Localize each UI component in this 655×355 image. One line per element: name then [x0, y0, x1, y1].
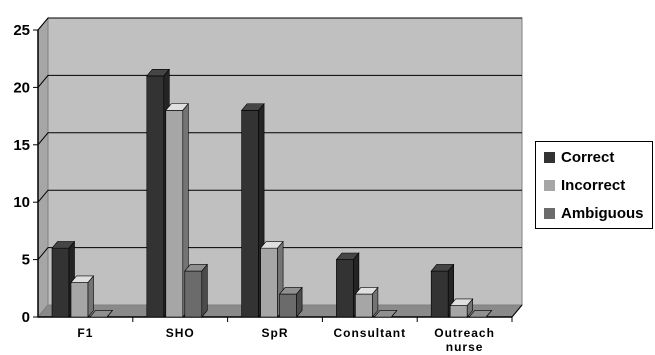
gridline: [37, 74, 522, 88]
legend-label-incorrect: Incorrect: [561, 177, 626, 194]
bar-ambiguous-outreach-nurse: [468, 310, 493, 318]
x-axis-edge: [511, 304, 523, 318]
bars: [51, 68, 493, 318]
x-tick-label: Outreach: [434, 326, 495, 340]
bar-incorrect-f1: [70, 275, 95, 318]
legend: Correct Incorrect Ambiguous: [535, 141, 653, 229]
y-tick-label: 0: [22, 309, 30, 326]
bar-incorrect-consultant: [354, 286, 379, 318]
bar-ambiguous-sho: [184, 263, 208, 318]
gridline: [37, 247, 522, 260]
bar-incorrect-outreach-nurse: [449, 298, 474, 318]
bar-correct-f1: [51, 240, 76, 318]
legend-item-ambiguous: Ambiguous: [544, 205, 644, 222]
legend-item-incorrect: Incorrect: [544, 177, 625, 194]
legend-label-ambiguous: Ambiguous: [561, 205, 644, 222]
legend-item-correct: Correct: [544, 149, 614, 166]
bar-correct-spr: [240, 102, 265, 318]
plot-back-wall: [47, 17, 523, 306]
gridline: [37, 132, 522, 146]
legend-label-correct: Correct: [561, 149, 615, 166]
y-tick-label: 10: [13, 194, 30, 211]
gridline: [37, 17, 522, 31]
legend-swatch-incorrect: [544, 180, 555, 191]
x-tick-label: SpR: [262, 326, 289, 340]
y-tick-label: 20: [13, 79, 30, 96]
legend-swatch-correct: [544, 152, 555, 163]
bar-ambiguous-f1: [89, 310, 114, 318]
x-tick-label: nurse: [446, 340, 484, 354]
x-tick-label: F1: [77, 326, 93, 340]
y-tick-labels: 0 5 10 15 20 25: [13, 22, 30, 326]
gridlines: [37, 17, 522, 260]
y-tick-label: 5: [22, 252, 30, 269]
bar-incorrect-spr: [259, 240, 284, 318]
bar-incorrect-sho: [165, 102, 189, 318]
bar-ambiguous-consultant: [373, 310, 398, 318]
gridline: [37, 189, 522, 203]
plot-side-wall: [37, 16, 49, 319]
x-tick-label: Consultant: [333, 326, 406, 340]
y-tick-label: 15: [13, 137, 30, 154]
legend-swatch-ambiguous: [544, 208, 555, 219]
x-tick-label: SHO: [166, 326, 195, 340]
y-tick-label: 25: [13, 22, 30, 39]
bar-ambiguous-spr: [278, 286, 303, 318]
